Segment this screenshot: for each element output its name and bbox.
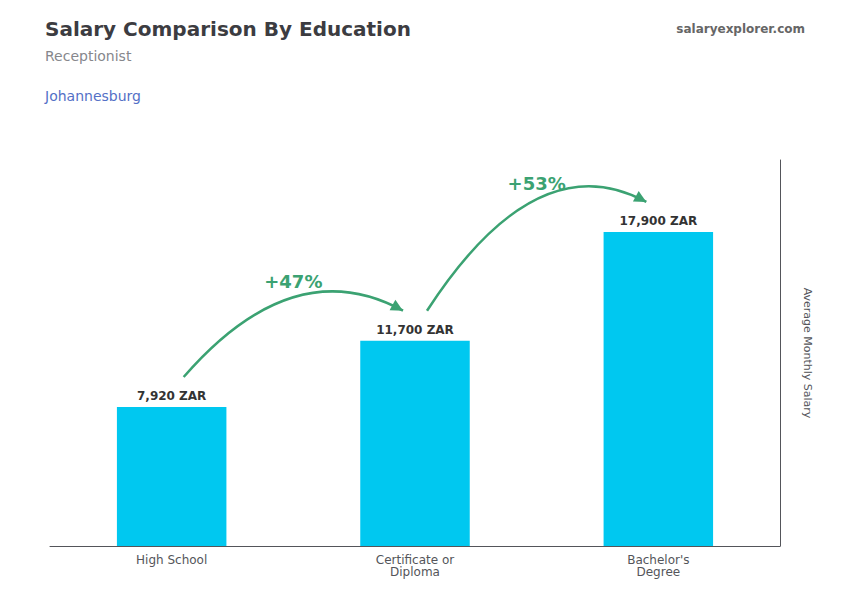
svg-text:Diploma: Diploma [390, 565, 440, 579]
svg-text:salaryexplorer.com: salaryexplorer.com [676, 22, 805, 36]
svg-text:11,700 ZAR: 11,700 ZAR [376, 323, 454, 337]
svg-text:Receptionist: Receptionist [45, 48, 132, 64]
svg-text:Certificate or: Certificate or [375, 553, 455, 567]
svg-text:Johannesburg: Johannesburg [44, 88, 141, 104]
svg-text:+47%: +47% [264, 271, 322, 292]
svg-text:+53%: +53% [508, 173, 566, 194]
svg-text:7,920 ZAR: 7,920 ZAR [137, 389, 206, 403]
svg-text:17,900 ZAR: 17,900 ZAR [619, 214, 697, 228]
svg-text:High School: High School [136, 553, 207, 567]
svg-text:Degree: Degree [636, 565, 680, 579]
svg-text:Salary Comparison By Education: Salary Comparison By Education [45, 17, 411, 41]
svg-text:Average Monthly Salary: Average Monthly Salary [801, 288, 814, 419]
svg-text:Bachelor's: Bachelor's [627, 553, 690, 567]
